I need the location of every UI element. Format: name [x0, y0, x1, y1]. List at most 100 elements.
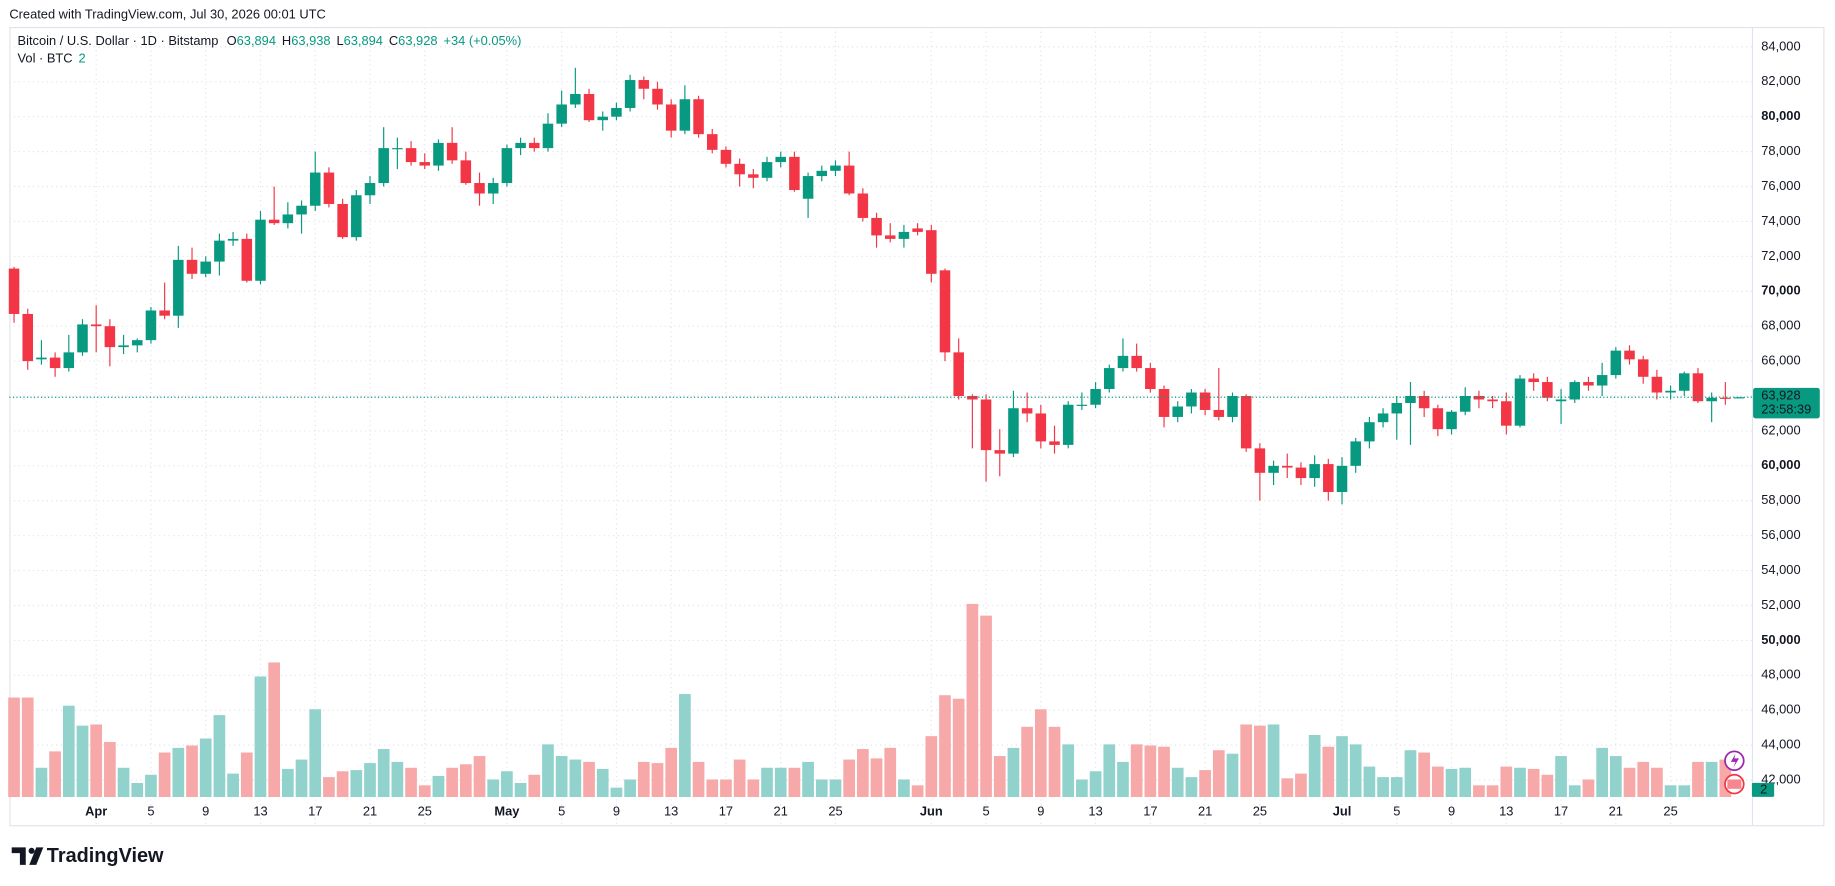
logo-mark-3 — [29, 847, 44, 865]
volume-bar — [21, 697, 34, 798]
x-tick-label: 9 — [1448, 804, 1455, 819]
volume-bar — [1692, 761, 1704, 798]
x-tick-label: May — [494, 804, 520, 819]
candle-body — [912, 228, 923, 232]
x-tick-label: 25 — [1253, 804, 1267, 819]
candle-body — [515, 142, 526, 149]
candle-body — [1487, 399, 1498, 402]
candle-body — [1268, 465, 1279, 473]
change: +34 (+0.05%) — [443, 34, 521, 49]
volume-bar — [706, 779, 719, 798]
close-value: 63,928 — [398, 34, 437, 49]
y-tick-label: 56,000 — [1761, 527, 1800, 542]
volume-bar — [1048, 726, 1061, 798]
volume-bar — [213, 715, 226, 798]
x-tick-label: 9 — [202, 804, 209, 819]
x-tick-label: 5 — [982, 804, 989, 819]
volume-bar — [583, 761, 595, 798]
candle-body — [830, 165, 841, 171]
candle-body — [1049, 441, 1060, 445]
candle-body — [761, 162, 773, 178]
volume-bar — [1678, 785, 1691, 798]
candle-body — [1350, 441, 1361, 466]
candle-body — [1021, 408, 1033, 414]
candle-body — [104, 326, 116, 348]
candle-body — [487, 183, 499, 194]
candle-body — [22, 313, 34, 362]
candle-body — [1405, 396, 1416, 403]
volume-bar — [1500, 766, 1513, 798]
volume-bar — [35, 767, 48, 798]
volume-bar — [62, 705, 75, 798]
candle-body — [159, 310, 170, 316]
volume-bar — [720, 779, 732, 798]
volume-bar — [1034, 709, 1047, 798]
volume-bar — [1103, 744, 1116, 798]
candle-body — [529, 142, 540, 149]
volume-bar — [295, 759, 308, 798]
volume-bar — [1336, 736, 1348, 798]
candle-body — [775, 156, 786, 163]
candle-body — [693, 99, 704, 135]
volume-bar — [1705, 761, 1718, 798]
candle-body — [1377, 413, 1389, 423]
volume-bar — [514, 782, 527, 798]
volume-bar — [1130, 744, 1143, 798]
candle-body — [1473, 396, 1485, 400]
candle-body — [1596, 375, 1608, 386]
x-tick-label: 25 — [1663, 804, 1677, 819]
volume-bar — [117, 767, 130, 798]
volume-bar — [952, 698, 965, 798]
volume-bar — [459, 764, 472, 798]
candle-body — [542, 123, 554, 149]
x-tick-label: Apr — [85, 804, 107, 819]
candle-body — [186, 259, 198, 274]
candle-body — [214, 240, 225, 262]
candle-body — [419, 162, 431, 166]
volume-bar — [1240, 724, 1253, 798]
side-icons — [1724, 750, 1745, 795]
volume-bar — [692, 761, 705, 798]
candle-body — [1213, 409, 1225, 417]
volume-bar — [802, 761, 814, 798]
volume-bar — [432, 775, 445, 798]
candle-body — [460, 160, 472, 184]
candle-body — [1309, 464, 1320, 479]
y-tick-label: 76,000 — [1761, 178, 1800, 193]
candle-body — [1090, 389, 1101, 405]
volume-bar — [1254, 725, 1266, 798]
candle-body — [63, 352, 75, 369]
candle-body — [611, 107, 622, 117]
candle-body — [1035, 413, 1047, 442]
y-tick-label: 60,000 — [1761, 457, 1800, 472]
volume-bar — [1445, 768, 1458, 798]
volume-bar — [1623, 767, 1636, 798]
volume-tag-label: 2 — [1760, 781, 1767, 796]
volume-bar — [829, 779, 842, 798]
candle-body — [131, 340, 143, 346]
candle-body — [789, 156, 800, 191]
x-tick-label: 5 — [147, 804, 154, 819]
volume-bar — [733, 759, 746, 798]
volume-bar — [487, 779, 500, 798]
x-tick-label: 13 — [1088, 804, 1102, 819]
x-tick-label: 13 — [1499, 804, 1513, 819]
candle-body — [501, 148, 513, 184]
candle-body — [1692, 373, 1704, 402]
x-tick-label: 13 — [253, 804, 267, 819]
candle-body — [364, 183, 376, 196]
high-value: 63,938 — [291, 34, 330, 49]
price-tag — [1753, 387, 1820, 419]
candle-body — [309, 172, 321, 206]
candle-body — [1446, 411, 1457, 430]
y-tick-label: 46,000 — [1761, 702, 1800, 717]
candle-body — [1336, 465, 1348, 493]
candle-body — [118, 345, 129, 348]
candle-body — [241, 238, 253, 281]
x-tick-label: Jul — [1333, 804, 1352, 819]
volume-bar — [774, 767, 787, 798]
y-tick-label: 48,000 — [1761, 667, 1800, 682]
volume-bar — [1541, 774, 1554, 798]
